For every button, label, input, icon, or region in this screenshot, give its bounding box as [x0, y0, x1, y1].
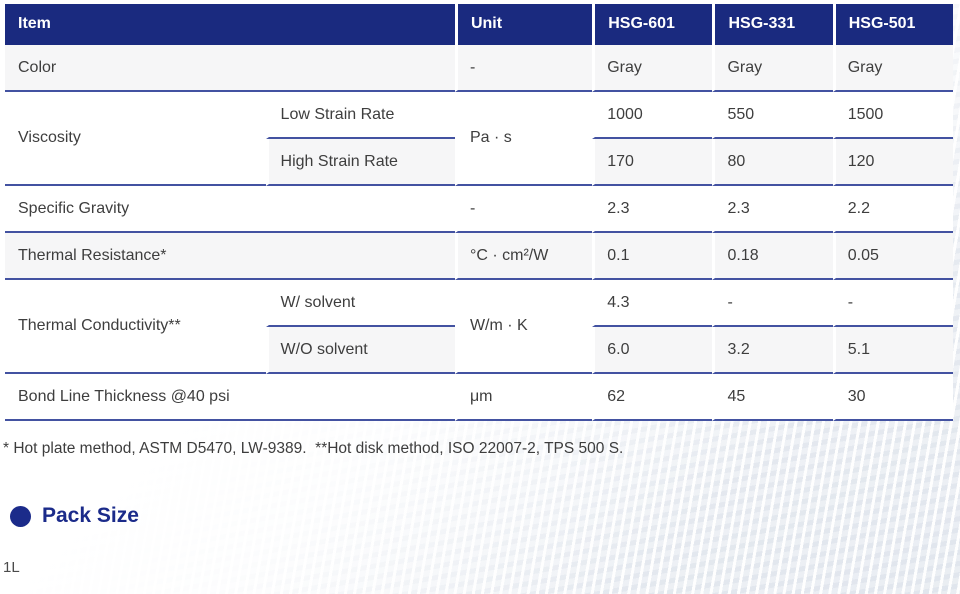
subitem-low-strain-rate: Low Strain Rate	[265, 92, 455, 139]
row-color: Color - Gray Gray Gray	[5, 45, 953, 92]
value-specific-gravity-hsg331: 2.3	[712, 186, 833, 233]
value-color-hsg601: Gray	[592, 45, 713, 92]
row-thermal-conductivity-without-solvent: W/O solvent 6.0 3.2 5.1	[5, 327, 953, 374]
item-thermal-resistance: Thermal Resistance*	[5, 233, 455, 280]
value-thermal-resistance-hsg601: 0.1	[592, 233, 713, 280]
footnote-test-methods: * Hot plate method, ASTM D5470, LW-9389.…	[3, 440, 624, 457]
value-viscosity-high-hsg331: 80	[712, 139, 833, 186]
value-viscosity-high-hsg601: 170	[592, 139, 713, 186]
header-hsg-601: HSG-601	[592, 4, 713, 45]
value-viscosity-high-hsg501: 120	[832, 139, 953, 186]
value-color-hsg501: Gray	[832, 45, 953, 92]
row-specific-gravity: Specific Gravity - 2.3 2.3 2.2	[5, 186, 953, 233]
value-thermal-resistance-hsg331: 0.18	[712, 233, 833, 280]
pack-size-heading: Pack Size	[10, 504, 960, 528]
value-tc-with-hsg601: 4.3	[592, 280, 713, 327]
value-tc-without-hsg331: 3.2	[712, 327, 833, 374]
value-bond-line-hsg501: 30	[832, 374, 953, 421]
unit-bond-line-thickness: μm	[454, 374, 593, 421]
subitem-without-solvent: W/O solvent	[265, 327, 455, 374]
value-specific-gravity-hsg501: 2.2	[832, 186, 953, 233]
row-viscosity-low: Viscosity Low Strain Rate Pa · s 1000 55…	[5, 92, 953, 186]
subitem-with-solvent: W/ solvent	[265, 280, 455, 327]
header-item: Item	[5, 4, 455, 45]
value-tc-with-hsg331: -	[712, 280, 833, 327]
header-unit: Unit	[454, 4, 593, 45]
value-bond-line-hsg331: 45	[712, 374, 833, 421]
value-tc-without-hsg601: 6.0	[592, 327, 713, 374]
value-tc-with-hsg501: -	[832, 280, 953, 327]
subitem-high-strain-rate: High Strain Rate	[265, 139, 455, 186]
value-specific-gravity-hsg601: 2.3	[592, 186, 713, 233]
unit-viscosity: Pa · s	[454, 92, 593, 186]
spec-table: Item Unit HSG-601 HSG-331 HSG-501 Color …	[5, 4, 953, 421]
item-specific-gravity: Specific Gravity	[5, 186, 455, 233]
row-thermal-conductivity-with-solvent: Thermal Conductivity** W/ solvent W/m · …	[5, 280, 953, 374]
item-thermal-conductivity: Thermal Conductivity**	[5, 280, 266, 374]
bullet-icon	[10, 505, 31, 527]
value-viscosity-low-hsg601: 1000	[592, 92, 713, 139]
header-hsg-331: HSG-331	[712, 4, 833, 45]
unit-specific-gravity: -	[454, 186, 593, 233]
item-color: Color	[5, 45, 455, 92]
item-viscosity: Viscosity	[5, 92, 266, 186]
unit-thermal-resistance: °C · cm²/W	[454, 233, 593, 280]
pack-size-value: 1L	[3, 559, 20, 576]
value-bond-line-hsg601: 62	[592, 374, 713, 421]
value-tc-without-hsg501: 5.1	[832, 327, 953, 374]
header-row: Item Unit HSG-601 HSG-331 HSG-501	[5, 4, 953, 45]
header-hsg-501: HSG-501	[832, 4, 953, 45]
value-viscosity-low-hsg331: 550	[712, 92, 833, 139]
value-color-hsg331: Gray	[712, 45, 833, 92]
row-bond-line-thickness: Bond Line Thickness @40 psi μm 62 45 30	[5, 374, 953, 421]
row-thermal-resistance: Thermal Resistance* °C · cm²/W 0.1 0.18 …	[5, 233, 953, 280]
unit-thermal-conductivity: W/m · K	[454, 280, 593, 374]
item-bond-line-thickness: Bond Line Thickness @40 psi	[5, 374, 455, 421]
row-viscosity-high: High Strain Rate 170 80 120	[5, 139, 953, 186]
value-thermal-resistance-hsg501: 0.05	[832, 233, 953, 280]
value-viscosity-low-hsg501: 1500	[832, 92, 953, 139]
pack-size-title: Pack Size	[42, 504, 139, 527]
unit-color: -	[454, 45, 593, 92]
